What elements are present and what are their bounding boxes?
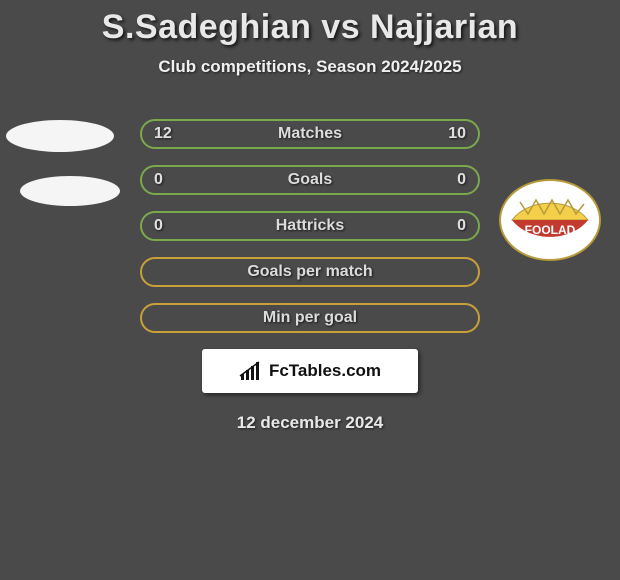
stat-row-goals-per-match: Goals per match: [140, 257, 480, 287]
stat-right-value: 10: [448, 125, 466, 143]
stat-label: Hattricks: [276, 217, 344, 235]
stat-label: Matches: [278, 125, 342, 143]
page-title: S.Sadeghian vs Najjarian: [0, 8, 620, 47]
stat-right-value: 0: [457, 171, 466, 189]
bar-chart-icon: [239, 360, 265, 382]
stats-block: 12 Matches 10 0 Goals 0 0 Hattricks 0 Go…: [140, 119, 480, 333]
stat-left-value: 0: [154, 217, 163, 235]
stat-row-min-per-goal: Min per goal: [140, 303, 480, 333]
comparison-card: S.Sadeghian vs Najjarian Club competitio…: [0, 0, 620, 433]
stat-label: Goals: [288, 171, 332, 189]
badge-text: FcTables.com: [269, 361, 381, 381]
fctables-badge[interactable]: FcTables.com: [202, 349, 418, 393]
stat-label: Min per goal: [263, 309, 357, 327]
stat-label: Goals per match: [247, 263, 372, 281]
season-subtitle: Club competitions, Season 2024/2025: [0, 57, 620, 77]
snapshot-date: 12 december 2024: [0, 413, 620, 433]
stat-left-value: 12: [154, 125, 172, 143]
stat-left-value: 0: [154, 171, 163, 189]
stat-row-goals: 0 Goals 0: [140, 165, 480, 195]
stat-row-hattricks: 0 Hattricks 0: [140, 211, 480, 241]
stat-right-value: 0: [457, 217, 466, 235]
stat-row-matches: 12 Matches 10: [140, 119, 480, 149]
